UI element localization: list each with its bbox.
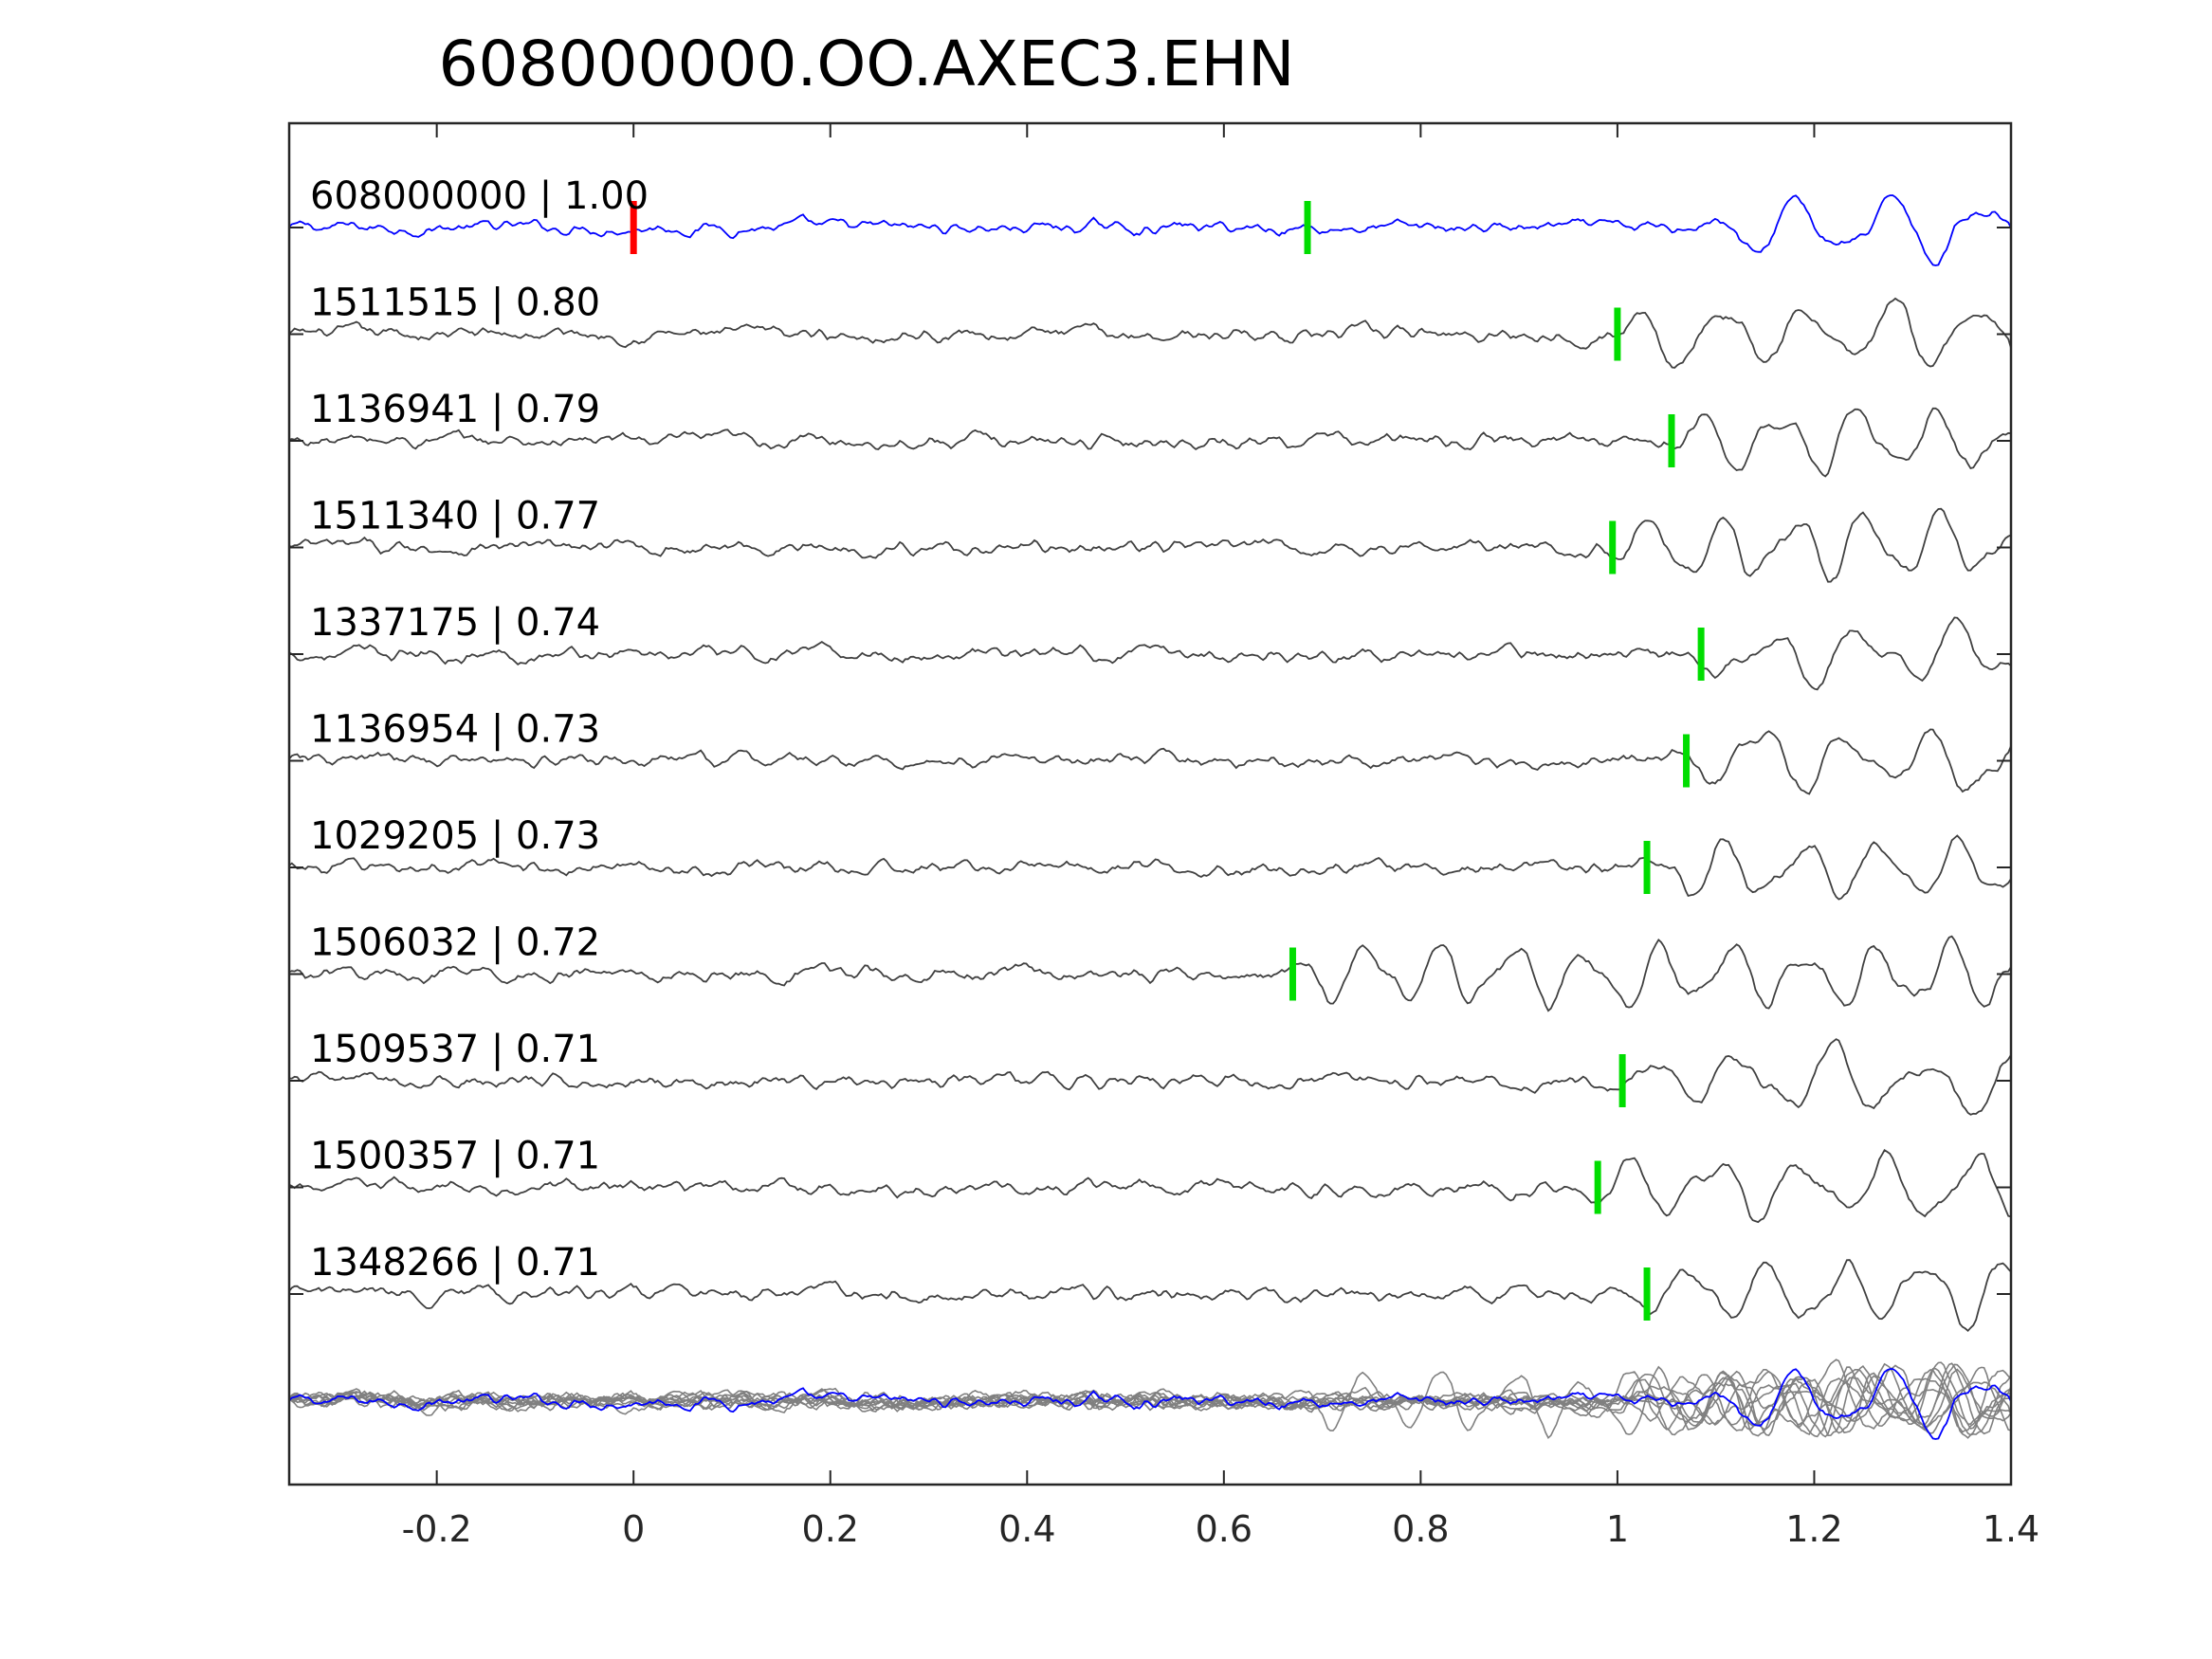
- trace-label: 1506032 | 0.72: [310, 921, 600, 965]
- overlay-stack: [288, 1358, 2012, 1440]
- trace-label: 1348266 | 0.71: [310, 1241, 600, 1285]
- x-tick-label: 1.2: [1785, 1508, 1842, 1550]
- x-axis: -0.2 0 0.2 0.4 0.6 0.8 1 1.2 1.4: [289, 123, 2039, 1550]
- x-tick-label: 1.4: [1983, 1508, 2039, 1550]
- traces-layer: [288, 194, 2012, 1333]
- trace-line: [288, 1149, 2012, 1224]
- trace-line: [288, 616, 2012, 691]
- trace-label: 1500357 | 0.71: [310, 1135, 600, 1178]
- trace-label: 1511340 | 0.77: [310, 495, 600, 538]
- trace-label: 1136954 | 0.73: [310, 708, 600, 752]
- template-trace: [288, 194, 2012, 266]
- x-tick-label: 0.2: [802, 1508, 859, 1550]
- picks-layer: [630, 201, 1705, 1321]
- x-tick-label: 0.6: [1196, 1508, 1252, 1550]
- x-tick-label: -0.2: [402, 1508, 472, 1550]
- axes-frame: [287, 121, 2013, 1486]
- trace-line: [288, 297, 2012, 369]
- trace-line: [288, 1259, 2012, 1333]
- overlay-trace: [288, 1362, 2012, 1439]
- x-tick-label: 1: [1606, 1508, 1629, 1550]
- overlay-trace: [288, 1368, 2012, 1434]
- overlay-template-trace: [288, 1368, 2012, 1440]
- trace-line: [288, 1038, 2012, 1116]
- trace-label: 1511515 | 0.80: [310, 282, 600, 325]
- trace-label: 1509537 | 0.71: [310, 1028, 600, 1071]
- x-tick-label: 0: [622, 1508, 645, 1550]
- trace-label: 1136941 | 0.79: [310, 388, 600, 431]
- x-tick-label: 0.4: [998, 1508, 1055, 1550]
- trace-line: [288, 834, 2012, 901]
- trace-line: [288, 935, 2012, 1012]
- trace-labels: 608000000 | 1.00 1511515 | 0.80 1136941 | …: [310, 174, 649, 1285]
- trace-label: 608000000 | 1.00: [310, 174, 649, 218]
- trace-line: [288, 407, 2012, 478]
- x-tick-label: 0.8: [1392, 1508, 1449, 1550]
- chart-title: 608000000.OO.AXEC3.EHN: [439, 27, 1295, 100]
- trace-label: 1029205 | 0.73: [310, 814, 600, 858]
- trace-label: 1337175 | 0.74: [310, 601, 600, 645]
- overlay-trace: [288, 1366, 2012, 1439]
- trace-line: [288, 507, 2012, 583]
- trace-line: [288, 728, 2012, 795]
